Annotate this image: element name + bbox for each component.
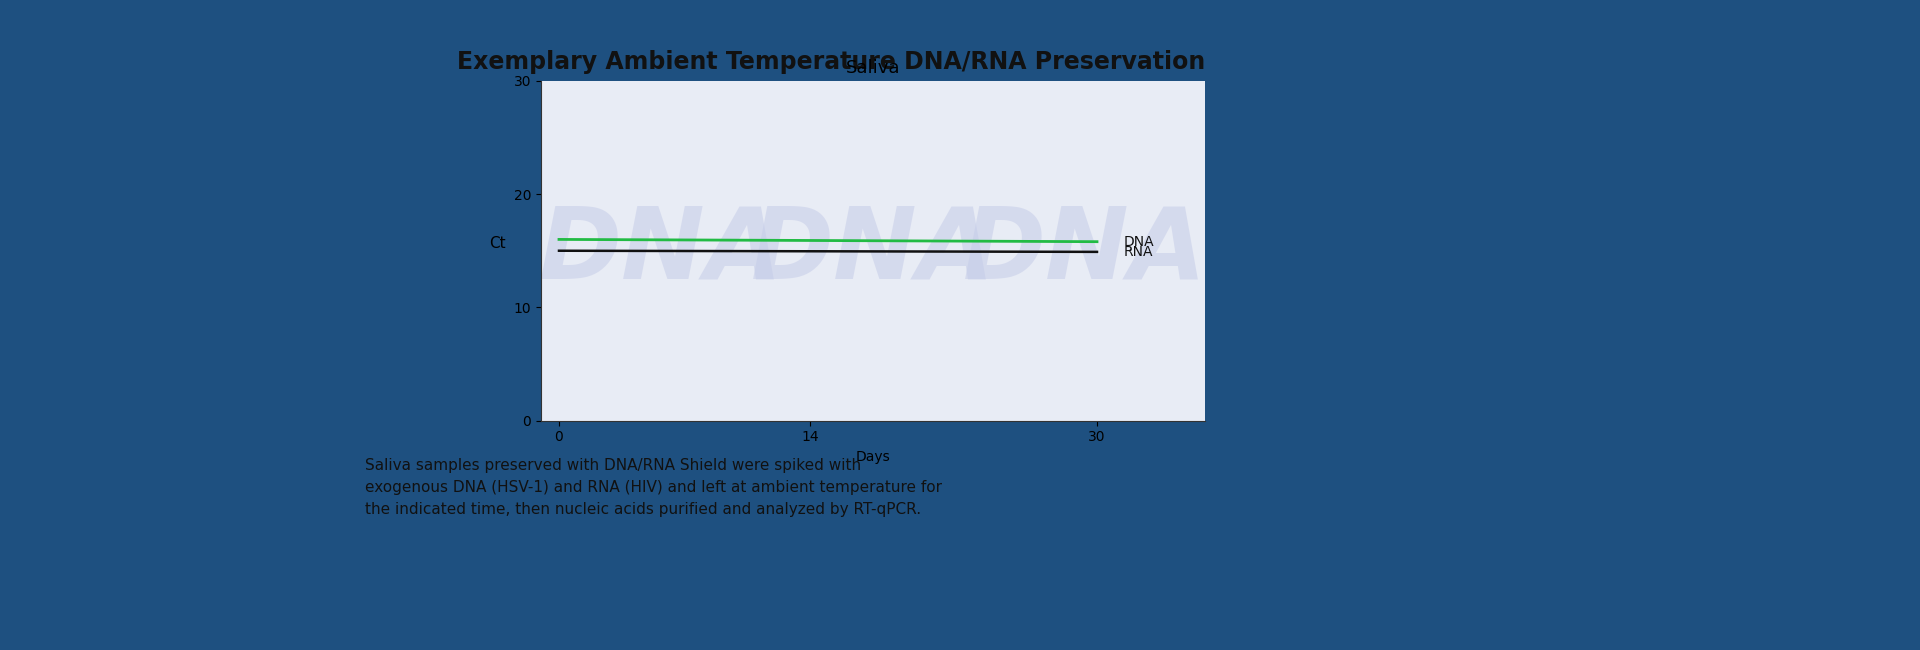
Text: DNA: DNA: [964, 202, 1208, 299]
Text: Saliva samples preserved with DNA/RNA Shield were spiked with
exogenous DNA (HSV: Saliva samples preserved with DNA/RNA Sh…: [365, 458, 943, 517]
X-axis label: Days: Days: [856, 450, 891, 464]
Title: Saliva: Saliva: [845, 58, 900, 77]
Text: Exemplary Ambient Temperature DNA/RNA Preservation: Exemplary Ambient Temperature DNA/RNA Pr…: [457, 50, 1206, 74]
Text: DNA: DNA: [1123, 235, 1154, 249]
Text: DNA: DNA: [538, 202, 783, 299]
Y-axis label: Ct: Ct: [490, 236, 505, 251]
Text: DNA: DNA: [751, 202, 995, 299]
Text: RNA: RNA: [1123, 245, 1154, 259]
